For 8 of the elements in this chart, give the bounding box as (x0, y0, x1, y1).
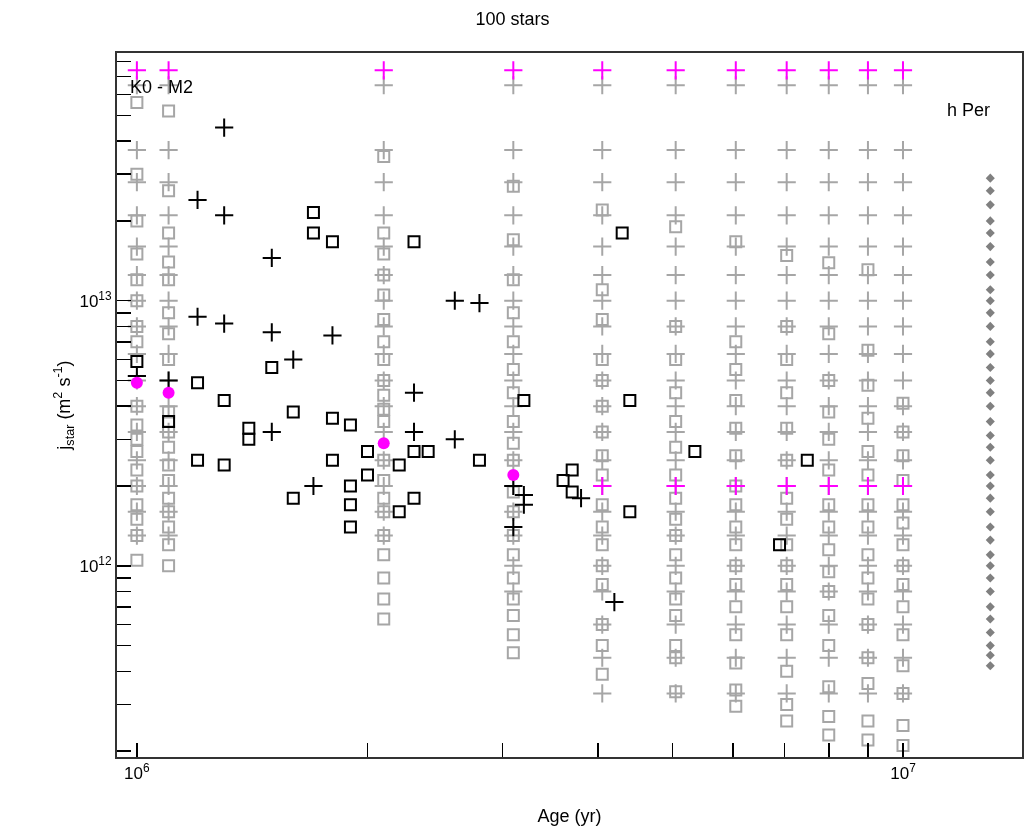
x-tick-label: 10$^{7}$ (890, 761, 917, 784)
y-tick-label: 10$^{13}$ (79, 288, 112, 311)
chart-title: 100 stars (475, 9, 550, 30)
x-tick-label: 10$^{6}$ (124, 761, 151, 784)
annotation: K0 - M2 (130, 77, 194, 97)
x-axis-title: Age (yr) (537, 806, 602, 826)
y-tick-label: 10$^{12}$ (79, 553, 112, 576)
annotation: h Per (947, 100, 991, 120)
